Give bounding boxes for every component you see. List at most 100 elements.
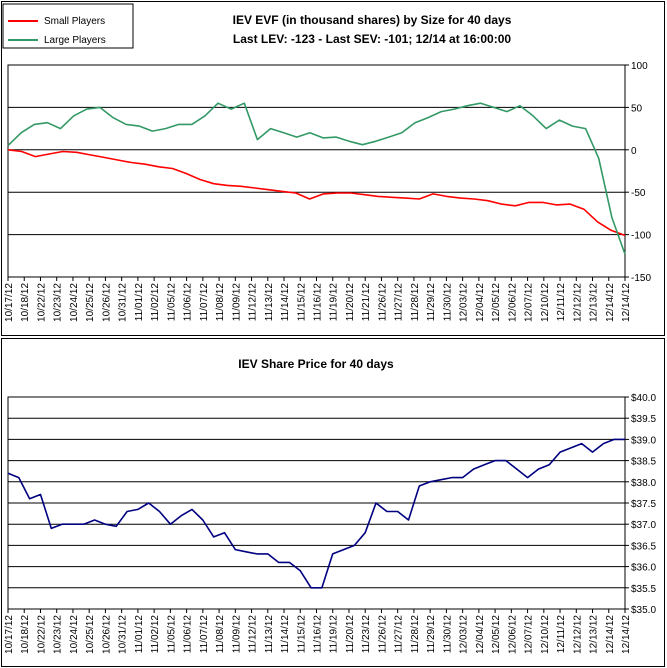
evf-x-tick-label: 10/17/12: [4, 283, 15, 322]
price-x-tick-label: 11/09/12: [231, 615, 242, 654]
price-x-tick-label: 11/08/12: [215, 615, 226, 654]
evf-chart-title: IEV EVF (in thousand shares) by Size for…: [233, 13, 512, 27]
evf-y-tick-label: -50: [631, 188, 646, 199]
price-x-tick-label: 11/13/12: [264, 615, 275, 654]
price-x-tick-label: 10/17/12: [4, 615, 15, 654]
evf-chart-subtitle: Last LEV: -123 - Last SEV: -101; 12/14 a…: [233, 32, 511, 46]
evf-x-tick-label: 11/29/12: [426, 283, 437, 322]
price-x-tick-label: 10/24/12: [69, 615, 80, 654]
price-x-tick-label: 10/18/12: [20, 615, 31, 654]
evf-x-tick-label: 10/31/12: [118, 283, 129, 322]
price-x-tick-label: 11/14/12: [280, 615, 291, 654]
price-chart-title: IEV Share Price for 40 days: [238, 357, 394, 371]
evf-x-tick-label: 12/12/12: [572, 283, 583, 322]
price-x-tick-label: 12/12/12: [572, 615, 583, 654]
price-x-tick-label: 12/14/12: [621, 615, 632, 654]
price-x-tick-label: 11/20/12: [345, 615, 356, 654]
evf-x-tick-label: 12/13/12: [589, 283, 600, 322]
evf-x-tick-label: 12/10/12: [540, 283, 551, 322]
evf-x-tick-label: 11/02/12: [150, 283, 161, 322]
evf-x-tick-label: 11/01/12: [134, 283, 145, 322]
evf-x-tick-label: 12/04/12: [475, 283, 486, 322]
price-chart-panel: IEV Share Price for 40 days $40.0 $39.5 $3…: [1, 338, 665, 667]
price-y-tick-label: $37.0: [631, 520, 656, 531]
price-x-tick-label: 12/06/12: [507, 615, 518, 654]
evf-x-tick-label: 12/14/12: [621, 283, 632, 322]
evf-x-tick-label: 11/28/12: [410, 283, 421, 322]
evf-x-tick-label: 10/24/12: [69, 283, 80, 322]
evf-x-tick-label: 11/21/12: [361, 283, 372, 322]
price-x-tick-label: 12/10/12: [540, 615, 551, 654]
price-x-tick-label: 10/22/12: [36, 615, 47, 654]
evf-x-tick-label: 11/20/12: [345, 283, 356, 322]
evf-x-tick-label: 10/26/12: [101, 283, 112, 322]
price-x-tick-label: 11/19/12: [329, 615, 340, 654]
price-x-tick-label: 11/06/12: [183, 615, 194, 654]
price-series-iev: [7, 438, 625, 589]
legend-large-label: Large Players: [44, 35, 106, 46]
evf-y-tick-label: -150: [631, 273, 651, 284]
price-x-tick-label: 11/29/12: [426, 615, 437, 654]
evf-series-large-players: [7, 102, 626, 255]
evf-x-tick-label: 12/06/12: [507, 283, 518, 322]
evf-x-tick-label: 12/03/12: [459, 283, 470, 322]
price-x-tick-label: 11/16/12: [313, 615, 324, 654]
evf-x-tick-label: 10/22/12: [36, 283, 47, 322]
evf-x-tick-label: 11/26/12: [377, 283, 388, 322]
price-x-tick-label: 12/04/12: [475, 615, 486, 654]
evf-y-tick-label: 50: [631, 103, 643, 114]
legend-small-label: Small Players: [44, 16, 105, 27]
price-y-tick-label: $39.0: [631, 435, 656, 446]
evf-x-tick-label: 12/11/12: [556, 283, 567, 322]
evf-x-tick-label: 12/05/12: [491, 283, 502, 322]
evf-x-tick-label: 11/30/12: [442, 283, 453, 322]
price-x-tick-label: 11/26/12: [377, 615, 388, 654]
evf-x-tick-label: 11/09/12: [231, 283, 242, 322]
price-x-tick-label: 11/05/12: [166, 615, 177, 654]
evf-x-tick-label: 10/18/12: [20, 283, 31, 322]
price-y-tick-label: $40.0: [631, 393, 656, 404]
price-x-tick-label: 12/13/12: [589, 615, 600, 654]
evf-series-small-players: [7, 149, 626, 237]
evf-x-tick-label: 12/07/12: [524, 283, 535, 322]
evf-x-tick-label: 10/25/12: [85, 283, 96, 322]
price-x-tick-label: 10/25/12: [85, 615, 96, 654]
price-x-tick-label: 11/02/12: [150, 615, 161, 654]
price-y-tick-label: $38.0: [631, 478, 656, 489]
price-x-tick-label: 11/28/12: [410, 615, 421, 654]
evf-y-tick-label: 100: [631, 61, 648, 72]
evf-chart-panel: Small Players Large Players IEV EVF (in …: [1, 1, 665, 336]
evf-x-tick-label: 11/07/12: [199, 283, 210, 322]
price-x-tick-label: 11/07/12: [199, 615, 210, 654]
price-y-tick-label: $35.0: [631, 605, 656, 616]
price-x-tick-label: 11/12/12: [248, 615, 259, 654]
evf-x-tick-label: 11/16/12: [313, 283, 324, 322]
price-x-tick-label: 12/14/12: [605, 615, 616, 654]
price-x-tick-label: 11/23/12: [361, 615, 372, 654]
price-y-tick-label: $36.5: [631, 541, 656, 552]
price-y-tick-label: $38.5: [631, 457, 656, 468]
price-x-tick-label: 10/26/12: [101, 615, 112, 654]
evf-x-tick-label: 11/19/12: [329, 283, 340, 322]
evf-x-tick-label: 11/05/12: [166, 283, 177, 322]
price-y-tick-label: $36.0: [631, 563, 656, 574]
evf-x-tick-label: 11/13/12: [264, 283, 275, 322]
evf-x-tick-label: 11/08/12: [215, 283, 226, 322]
evf-x-tick-label: 12/14/12: [605, 283, 616, 322]
evf-x-tick-label: 10/23/12: [53, 283, 64, 322]
evf-x-tick-label: 11/27/12: [394, 283, 405, 322]
price-x-tick-label: 10/23/12: [53, 615, 64, 654]
evf-x-tick-label: 11/14/12: [280, 283, 291, 322]
evf-plot-area: [7, 64, 626, 278]
price-x-tick-label: 11/27/12: [394, 615, 405, 654]
price-chart: IEV Share Price for 40 days $40.0 $39.5 $3…: [4, 357, 656, 654]
price-y-tick-label: $35.5: [631, 584, 656, 595]
price-x-tick-label: 12/03/12: [459, 615, 470, 654]
evf-y-tick-label: -100: [631, 231, 651, 242]
evf-x-tick-label: 11/12/12: [248, 283, 259, 322]
price-x-tick-label: 12/05/12: [491, 615, 502, 654]
price-x-tick-label: 12/11/12: [556, 615, 567, 654]
evf-x-tick-label: 11/06/12: [183, 283, 194, 322]
price-x-tick-label: 11/15/12: [296, 615, 307, 654]
price-x-tick-label: 11/01/12: [134, 615, 145, 654]
